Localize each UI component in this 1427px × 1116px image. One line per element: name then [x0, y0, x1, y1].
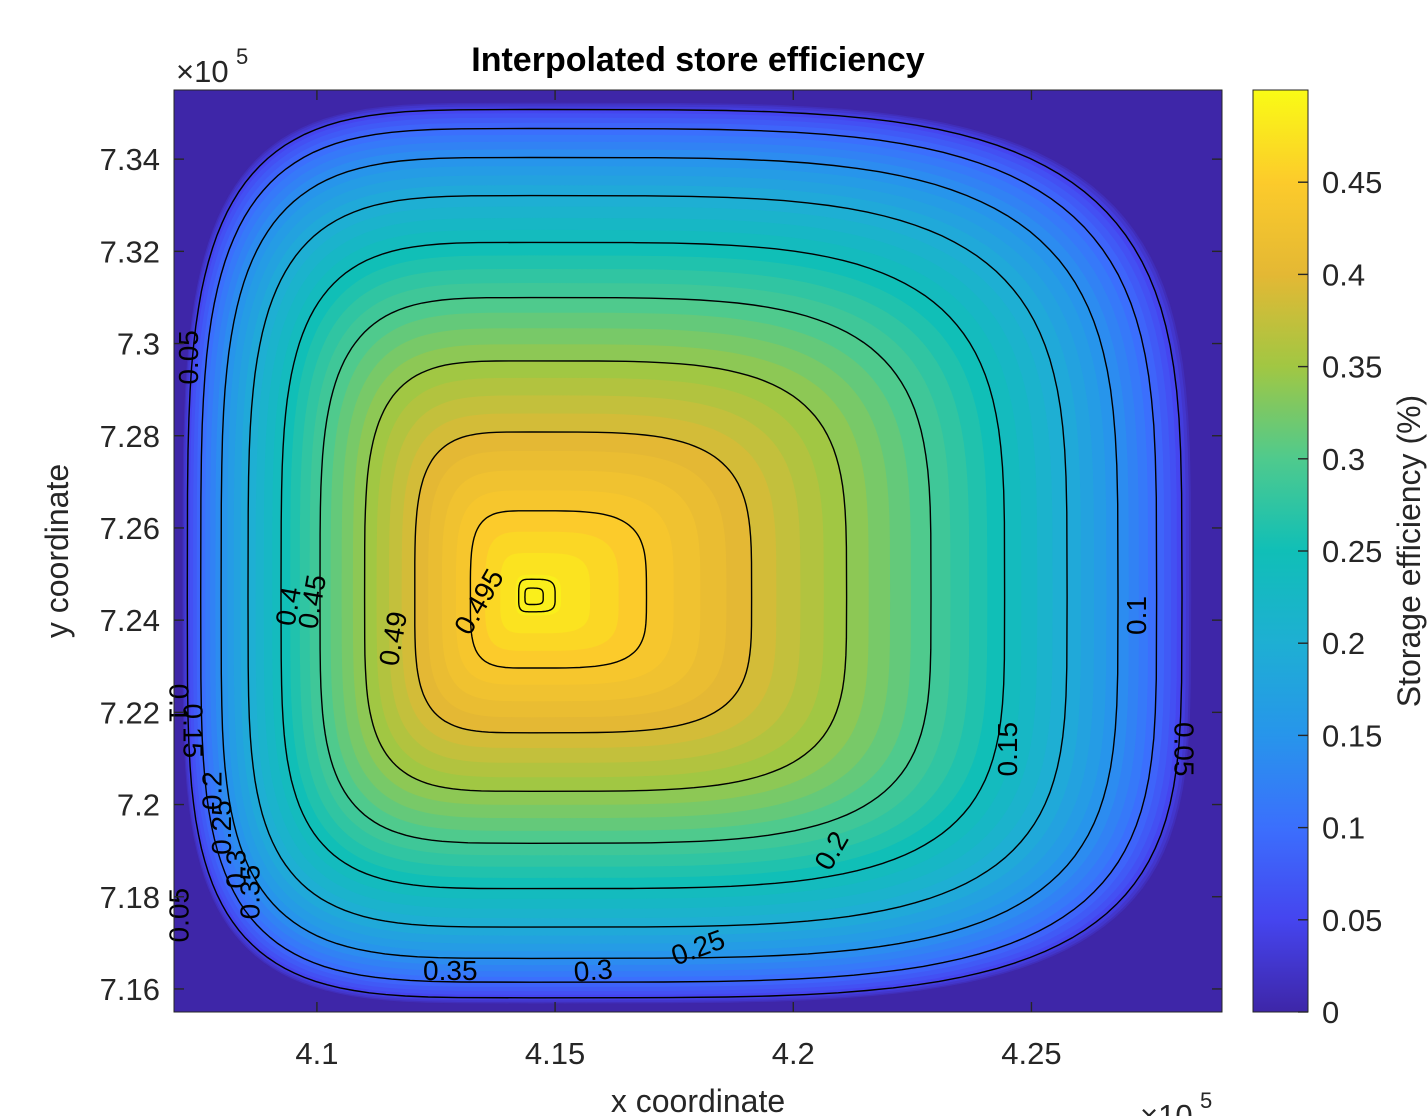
contour-line [247, 194, 1068, 928]
svg-text:0.1: 0.1 [1121, 596, 1152, 635]
svg-text:0.4: 0.4 [270, 584, 307, 628]
heatmap [182, 102, 1192, 1004]
colorbar-tick-label: 0.15 [1322, 718, 1382, 753]
colorbar-tick-label: 0.45 [1322, 165, 1382, 200]
y-tick-label: 7.3 [117, 327, 160, 362]
contour-label: 0.05 [163, 888, 194, 943]
svg-text:0.05: 0.05 [173, 330, 204, 385]
contour-line [414, 431, 753, 734]
svg-text:0.05: 0.05 [1168, 722, 1199, 777]
y-tick-label: 7.2 [117, 788, 160, 823]
contour-line [199, 127, 1158, 983]
svg-text:0.2: 0.2 [197, 771, 228, 810]
colorbar-tick-label: 0.4 [1322, 257, 1365, 292]
contour-label: 0.05 [1168, 722, 1199, 777]
contour-label: 0.35 [423, 955, 478, 986]
y-tick-label: 7.16 [100, 972, 160, 1007]
contour-label: 0.15 [178, 704, 209, 759]
contour-line [220, 156, 1119, 960]
contour-label: 0.3 [220, 850, 251, 889]
contour-line [319, 296, 932, 845]
x-exponent-label: ×10 5 [1140, 1088, 1212, 1116]
y-tick-label: 7.34 [100, 142, 160, 177]
contour-label: 0.4 [270, 584, 307, 628]
y-tick-label: 7.18 [100, 880, 160, 915]
contour-label: 0.2 [197, 771, 228, 810]
contour-label: 0.25 [206, 800, 237, 855]
svg-text:0.25: 0.25 [206, 800, 237, 855]
colorbar-label: Storage efficiency (%) [1391, 395, 1427, 707]
y-tick-label: 7.24 [100, 603, 160, 638]
contour-line [280, 241, 1006, 890]
colorbar-tick-label: 0.2 [1322, 626, 1365, 661]
contour-label: 0.05 [173, 330, 204, 385]
y-exponent-label: ×10 5 [176, 44, 248, 89]
x-axis: 4.1 4.15 4.2 4.25 [295, 90, 1062, 1071]
svg-text:0.1: 0.1 [163, 684, 194, 723]
y-tick-label: 7.32 [100, 234, 160, 269]
colorbar-tick-label: 0.05 [1322, 903, 1382, 938]
svg-text:0.35: 0.35 [423, 955, 478, 986]
y-tick-label: 7.22 [100, 695, 160, 730]
x-tick-label: 4.2 [772, 1036, 815, 1071]
svg-text:0.3: 0.3 [220, 850, 251, 889]
colorbar-tick-label: 0.1 [1322, 811, 1365, 846]
contour-line [524, 587, 544, 606]
colorbar-tick-label: 0 [1322, 995, 1339, 1030]
x-tick-label: 4.25 [1001, 1036, 1061, 1071]
colorbar: 0 0.05 0.1 0.15 0.2 0.25 0.3 0.35 0.4 0.45 Storag… [1252, 89, 1427, 1030]
x-tick-label: 4.15 [525, 1036, 585, 1071]
y-axis: 7.16 7.18 7.2 7.22 7.24 7.26 7.28 7.3 7.32 7.34 [100, 142, 1222, 1007]
contour-line [518, 578, 556, 613]
colorbar-ticks: 0 0.05 0.1 0.15 0.2 0.25 0.3 0.35 0.4 0.45 [1298, 165, 1382, 1030]
y-tick-label: 7.26 [100, 511, 160, 546]
svg-text:0.3: 0.3 [572, 953, 613, 987]
colorbar-tick-label: 0.3 [1322, 442, 1365, 477]
plot-frame [173, 89, 1223, 1013]
y-tick-label: 7.28 [100, 419, 160, 454]
y-axis-label: y coordinate [39, 464, 75, 638]
colorbar-tick-label: 0.35 [1322, 350, 1382, 385]
contour-line [363, 360, 848, 793]
svg-text:×10: ×10 [176, 54, 229, 89]
contour-label: 0.1 [1121, 596, 1152, 635]
contour-label: 0.35 [235, 865, 266, 920]
svg-text:×10: ×10 [1140, 1098, 1193, 1116]
contour-label: 0.1 [163, 684, 194, 723]
contour-line [469, 510, 648, 669]
plot-area [174, 90, 1222, 1012]
heat-band [515, 574, 561, 616]
svg-text:5: 5 [1200, 1088, 1212, 1113]
contour-label: 0.15 [992, 722, 1023, 777]
contour-line [186, 108, 1183, 999]
colorbar-tick-label: 0.25 [1322, 534, 1382, 569]
contour-label: 0.3 [572, 953, 613, 987]
svg-text:0.35: 0.35 [235, 865, 266, 920]
svg-text:5: 5 [236, 44, 248, 69]
svg-text:0.15: 0.15 [992, 722, 1023, 777]
chart-title: Interpolated store efficiency [471, 41, 925, 79]
x-axis-label: x coordinate [611, 1083, 785, 1116]
contour-lines [186, 108, 1183, 999]
x-tick-label: 4.1 [295, 1036, 338, 1071]
